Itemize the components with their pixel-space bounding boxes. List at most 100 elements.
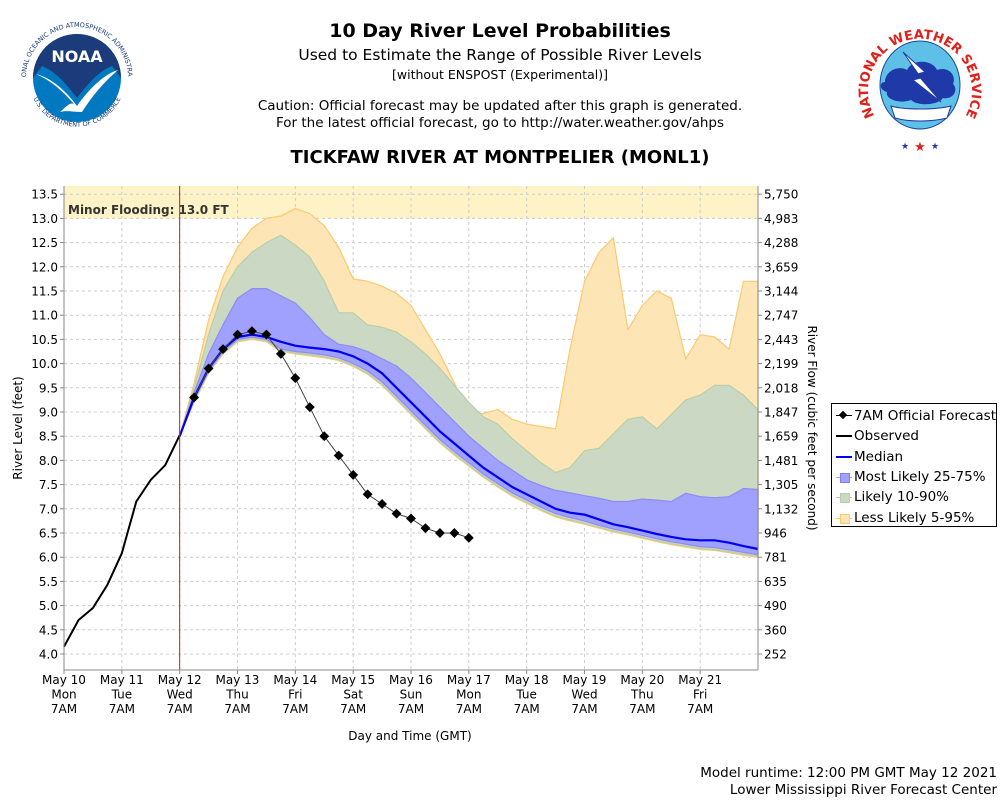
x-tick-label: 7AM (224, 702, 250, 716)
forecast-point (304, 402, 315, 413)
y2-tick-label: 3,144 (764, 285, 798, 299)
y2-tick-label: 490 (764, 599, 787, 613)
y-tick-label: 9.0 (39, 406, 58, 420)
nws-logo-icon: NATIONAL WEATHER SERVICE ★ ★ ★ (857, 28, 983, 155)
legend-item-observed: Observed (836, 426, 996, 446)
forecast-point (319, 431, 330, 442)
noaa-logo-icon: NOAA NATIONAL OCEANIC AND ATMOSPHERIC AD… (12, 8, 134, 129)
y-tick-label: 13.5 (31, 188, 58, 202)
x-tick-label: Wed (167, 688, 193, 702)
y2-tick-label: 1,481 (764, 454, 798, 468)
line-swatch-icon (836, 435, 852, 438)
x-tick-label: Fri (288, 688, 302, 702)
x-tick-label: May 17 (447, 673, 491, 687)
x-tick-label: 7AM (167, 702, 193, 716)
x-tick-label: 7AM (51, 702, 77, 716)
series-lines-layer (63, 186, 759, 670)
forecast-point (261, 329, 272, 340)
x-tick-label: May 12 (158, 673, 202, 687)
x-tick-label: 7AM (571, 702, 597, 716)
legend-item-10-90: Likely 10-90% (836, 487, 996, 507)
x-tick-label: Sat (343, 688, 363, 702)
model-runtime: Model runtime: 12:00 PM GMT May 12 2021 (700, 765, 997, 781)
forecast-point (391, 508, 402, 519)
y-tick-label: 12.0 (31, 260, 58, 274)
y-tick-label: 7.0 (39, 502, 58, 516)
y-tick-label: 8.0 (39, 454, 58, 468)
forecast-point (232, 329, 243, 340)
legend-label: 7AM Official Forecast (853, 408, 996, 425)
forecast-point (377, 499, 388, 509)
x-tick-label: 7AM (456, 702, 482, 716)
forecast-point (434, 528, 445, 538)
y2-tick-label: 781 (764, 551, 787, 565)
x-tick-label: May 10 (42, 673, 86, 687)
y2-axis-label: River Flow (cubic feet per second) (805, 325, 819, 530)
x-tick-label: 7AM (514, 702, 540, 716)
y2-tick-label: 4,983 (764, 212, 798, 226)
y2-tick-label: 1,659 (764, 430, 798, 444)
x-tick-label: Fri (693, 688, 707, 702)
x-tick-label: Sun (400, 688, 423, 702)
y-tick-label: 11.5 (31, 285, 58, 299)
chart-title: 10 Day River Level Probabilities (329, 20, 671, 42)
y2-tick-label: 946 (764, 527, 787, 541)
diamond-marker-icon (838, 410, 848, 420)
chart-subtitle: Used to Estimate the Range of Possible R… (298, 46, 702, 64)
legend-label: Median (854, 448, 904, 465)
forecast-point (348, 469, 359, 480)
x-tick-label: Thu (630, 688, 654, 702)
observed-line (63, 434, 181, 648)
forecast-point (290, 373, 301, 384)
forecast-point (275, 348, 286, 359)
y-tick-label: 5.0 (39, 599, 58, 613)
forecast-point (362, 489, 373, 500)
y-tick-label: 9.5 (39, 381, 58, 395)
forecast-point (406, 513, 416, 524)
legend-label: Likely 10-90% (854, 489, 950, 506)
forecast-point (218, 344, 228, 355)
forecast-point (463, 532, 474, 543)
y-tick-label: 11.0 (31, 309, 58, 323)
y2-tick-label: 3,659 (764, 260, 798, 274)
forecast-point (203, 363, 214, 374)
x-axis-label: Day and Time (GMT) (348, 729, 471, 743)
y2-tick-label: 5,750 (764, 188, 798, 202)
line-swatch-icon (836, 455, 852, 458)
box-swatch-icon (840, 513, 850, 524)
flood-annotation-label: Minor Flooding: 13.0 FT (68, 203, 230, 217)
y2-tick-label: 360 (764, 623, 787, 637)
x-tick-label: 7AM (340, 702, 366, 716)
x-tick-label: 7AM (629, 702, 655, 716)
y2-tick-label: 2,747 (764, 309, 798, 323)
x-tick-label: May 16 (389, 673, 433, 687)
legend-label: Observed (854, 428, 919, 445)
forecast-point (333, 450, 344, 461)
y-tick-label: 10.5 (31, 333, 58, 347)
box-swatch-icon (840, 473, 850, 484)
forecast-point (449, 528, 460, 538)
caution-link-text: For the latest official forecast, go to … (275, 115, 725, 131)
y-tick-label: 10.0 (31, 357, 58, 371)
x-tick-label: May 21 (678, 673, 722, 687)
y-tick-label: 6.0 (39, 551, 58, 565)
y-tick-label: 13.0 (31, 212, 58, 226)
forecast-point (247, 326, 257, 337)
y-tick-label: 8.5 (39, 430, 58, 444)
forecast-point (189, 392, 200, 403)
y-tick-label: 4.5 (39, 623, 58, 637)
x-tick-label: Tue (515, 688, 537, 702)
caution-text: Caution: Official forecast may be update… (257, 98, 743, 114)
y2-tick-label: 1,305 (764, 478, 798, 492)
forecast-point (420, 523, 431, 534)
legend-item-official-forecast: 7AM Official Forecast (836, 406, 996, 426)
y2-tick-label: 1,132 (764, 502, 798, 516)
x-tick-label: 7AM (109, 702, 135, 716)
y-tick-label: 6.5 (39, 527, 58, 541)
chart-legend: 7AM Official Forecast Observed Median Mo… (831, 403, 997, 527)
x-tick-label: Mon (51, 688, 76, 702)
station-title: TICKFAW RIVER AT MONTPELIER (MONL1) (290, 147, 710, 168)
y-tick-label: 12.5 (31, 236, 58, 250)
box-swatch-icon (840, 493, 850, 504)
